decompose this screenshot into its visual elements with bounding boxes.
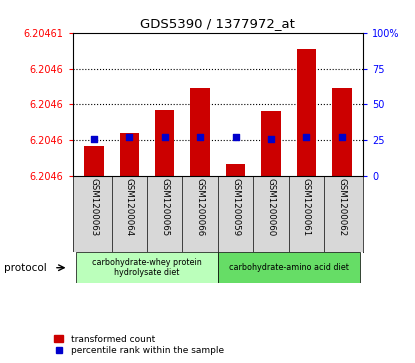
Point — [197, 134, 203, 140]
Text: GSM1200060: GSM1200060 — [266, 178, 276, 237]
Point — [232, 134, 239, 140]
Bar — [84, 146, 104, 176]
Text: GSM1200062: GSM1200062 — [337, 178, 347, 237]
Text: GSM1200065: GSM1200065 — [160, 178, 169, 237]
Text: GSM1200064: GSM1200064 — [125, 178, 134, 237]
Bar — [332, 88, 352, 176]
Text: carbohydrate-amino acid diet: carbohydrate-amino acid diet — [229, 263, 349, 272]
Bar — [120, 133, 139, 176]
Text: GSM1200059: GSM1200059 — [231, 178, 240, 236]
Point — [161, 134, 168, 140]
Text: protocol: protocol — [4, 263, 47, 273]
Bar — [261, 111, 281, 176]
Text: carbohydrate-whey protein
hydrolysate diet: carbohydrate-whey protein hydrolysate di… — [92, 258, 202, 277]
Point — [303, 134, 310, 140]
Legend: transformed count, percentile rank within the sample: transformed count, percentile rank withi… — [54, 335, 224, 355]
Bar — [297, 49, 316, 176]
Title: GDS5390 / 1377972_at: GDS5390 / 1377972_at — [140, 17, 295, 30]
Text: GSM1200061: GSM1200061 — [302, 178, 311, 237]
Point — [126, 134, 133, 140]
Bar — [155, 110, 174, 176]
Point — [339, 134, 345, 140]
Text: GSM1200066: GSM1200066 — [195, 178, 205, 237]
Text: GSM1200063: GSM1200063 — [89, 178, 98, 237]
Bar — [76, 252, 218, 283]
Point — [90, 136, 97, 142]
Bar — [190, 88, 210, 176]
Point — [268, 136, 274, 142]
Bar — [226, 164, 245, 176]
Bar — [218, 252, 359, 283]
